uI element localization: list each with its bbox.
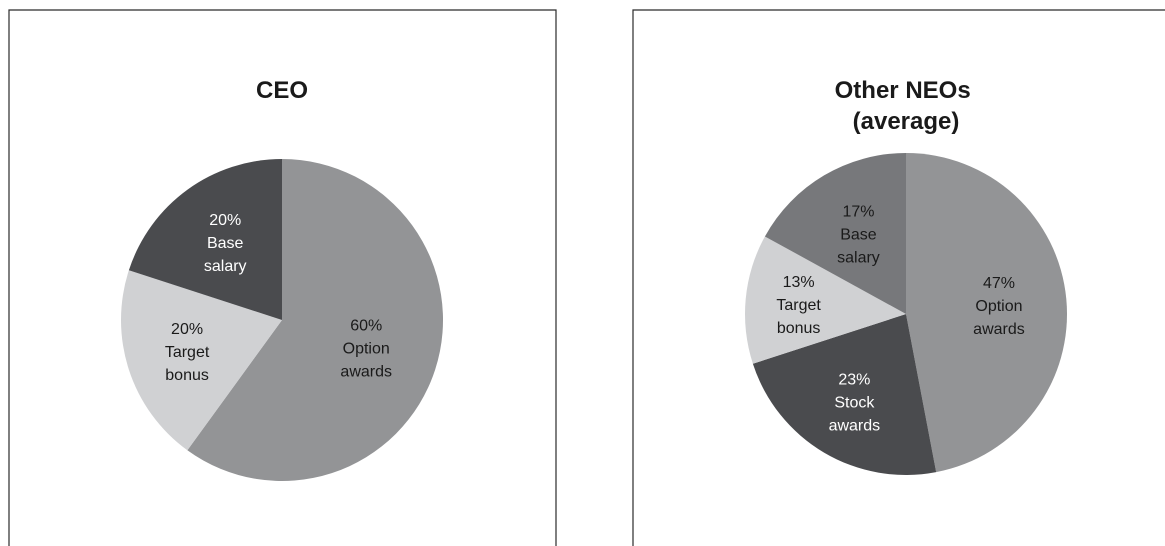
slice-label-line: 60% xyxy=(350,317,382,334)
slice-label: 47% Option awards xyxy=(973,275,1025,338)
chart-title-line: (average) xyxy=(853,108,960,135)
slice-label-line: bonus xyxy=(777,320,821,337)
slice-label-line: Base xyxy=(207,235,244,252)
slice-label: 13% Target bonus xyxy=(776,274,821,337)
pie-chart-ceo: 60% Option awards 20% Target bonus 20% Base sala… xyxy=(121,159,444,481)
slice-label: 23% Stock awards xyxy=(829,371,881,434)
chart-title-ceo: CEO xyxy=(256,77,308,104)
slice-label-line: Target xyxy=(165,344,210,361)
slice-label-line: awards xyxy=(829,417,881,434)
slice-label-line: 20% xyxy=(171,321,203,338)
slice-label-line: Option xyxy=(975,298,1022,315)
slice-label-line: 23% xyxy=(838,371,870,388)
pie-slice xyxy=(906,153,1068,473)
pie-chart-other-neos: 47% Option awards 23% Stock awards 13% Target bo… xyxy=(744,153,1068,476)
slice-label-line: Base xyxy=(840,227,877,244)
slice-label-line: Option xyxy=(343,340,390,357)
slice-label-line: Stock xyxy=(834,394,875,411)
slice-label-line: bonus xyxy=(165,367,209,384)
slice-label-line: awards xyxy=(340,363,392,380)
pie-slice xyxy=(744,236,906,364)
chart-title-line: Other NEOs xyxy=(835,77,971,104)
slice-label: 17% Base salary xyxy=(837,204,880,267)
panel-other-neos-border xyxy=(632,9,1165,546)
slice-label-line: 13% xyxy=(783,274,815,291)
panel-ceo: CEO 60% Option awards 20% Target bonus 20% Base… xyxy=(8,9,557,546)
slice-label-line: salary xyxy=(204,258,247,275)
slice-label-line: 47% xyxy=(983,275,1015,292)
pie-slice xyxy=(764,153,906,314)
pie-slice xyxy=(128,159,282,320)
slice-label: 20% Target bonus xyxy=(165,321,210,384)
pie-slice xyxy=(187,159,444,481)
slice-label-line: 20% xyxy=(209,212,241,229)
chart-title-line: CEO xyxy=(256,77,308,104)
panel-ceo-border xyxy=(8,9,557,546)
pie-slice xyxy=(121,270,282,451)
slice-label-line: 17% xyxy=(842,204,874,221)
slice-label-line: Target xyxy=(776,297,821,314)
pie-slice xyxy=(752,314,937,476)
panel-other-neos: Other NEOs (average) 47% Option awards 23% S… xyxy=(632,9,1165,546)
slice-label: 60% Option awards xyxy=(340,317,392,380)
slice-label-line: awards xyxy=(973,321,1025,338)
chart-title-other-neos: Other NEOs (average) xyxy=(835,77,978,135)
slice-label-line: salary xyxy=(837,250,880,267)
slice-label: 20% Base salary xyxy=(204,212,247,275)
